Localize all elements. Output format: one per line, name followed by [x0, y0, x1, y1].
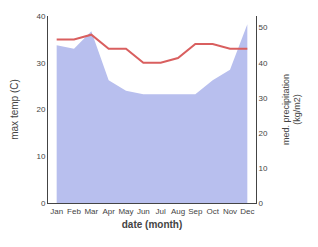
- svg-text:Apr: Apr: [102, 207, 115, 216]
- svg-text:Jun: Jun: [137, 207, 150, 216]
- svg-text:Feb: Feb: [67, 207, 81, 216]
- svg-text:30: 30: [259, 94, 268, 103]
- svg-text:Jul: Jul: [156, 207, 166, 216]
- svg-text:0: 0: [41, 199, 46, 208]
- svg-text:med. precipitation(kg/m2): med. precipitation(kg/m2): [281, 74, 303, 145]
- svg-text:Oct: Oct: [206, 207, 219, 216]
- svg-text:10: 10: [259, 164, 268, 173]
- svg-text:20: 20: [36, 105, 45, 114]
- svg-text:Jan: Jan: [50, 207, 63, 216]
- svg-text:40: 40: [36, 12, 45, 21]
- svg-text:Aug: Aug: [171, 207, 185, 216]
- svg-text:40: 40: [259, 59, 268, 68]
- svg-text:date (month): date (month): [122, 219, 183, 230]
- svg-text:Sep: Sep: [188, 207, 203, 216]
- svg-text:Nov: Nov: [223, 207, 237, 216]
- svg-text:Dec: Dec: [240, 207, 254, 216]
- svg-text:Mar: Mar: [84, 207, 98, 216]
- svg-text:30: 30: [36, 59, 45, 68]
- svg-text:max temp (C): max temp (C): [9, 79, 20, 140]
- svg-text:50: 50: [259, 23, 268, 32]
- svg-text:10: 10: [36, 152, 45, 161]
- svg-text:May: May: [118, 207, 133, 216]
- svg-text:0: 0: [259, 199, 264, 208]
- svg-text:20: 20: [259, 129, 268, 138]
